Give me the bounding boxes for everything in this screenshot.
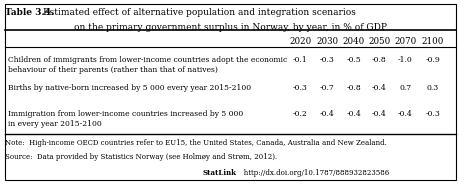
Text: http://dx.doi.org/10.1787/888932823586: http://dx.doi.org/10.1787/888932823586 bbox=[237, 169, 389, 177]
Text: -0.4: -0.4 bbox=[371, 84, 386, 92]
Text: 0.7: 0.7 bbox=[398, 84, 410, 92]
Text: -0.4: -0.4 bbox=[346, 110, 360, 118]
Text: -0.4: -0.4 bbox=[397, 110, 412, 118]
Text: Note:  High-income OECD countries refer to EU15, the United States, Canada, Aust: Note: High-income OECD countries refer t… bbox=[5, 139, 387, 148]
Text: Source:  Data provided by Statistics Norway (see Holmøy and Strøm, 2012).: Source: Data provided by Statistics Norw… bbox=[5, 153, 277, 161]
Text: -0.3: -0.3 bbox=[319, 56, 334, 64]
Text: Estimated effect of alternative population and integration scenarios: Estimated effect of alternative populati… bbox=[43, 8, 355, 17]
Text: -0.8: -0.8 bbox=[346, 84, 360, 92]
Text: 2100: 2100 bbox=[421, 37, 443, 46]
Text: -0.3: -0.3 bbox=[292, 84, 307, 92]
Text: -0.9: -0.9 bbox=[425, 56, 439, 64]
Text: Births by native-born increased by 5 000 every year 2015-2100: Births by native-born increased by 5 000… bbox=[8, 84, 250, 92]
Text: Children of immigrants from lower-income countries adopt the economic
behaviour : Children of immigrants from lower-income… bbox=[8, 56, 286, 75]
Text: -0.5: -0.5 bbox=[346, 56, 360, 64]
Text: 2050: 2050 bbox=[367, 37, 390, 46]
Text: Immigration from lower-income countries increased by 5 000
in every year 2015-21: Immigration from lower-income countries … bbox=[8, 110, 242, 128]
Text: Table 3.4.: Table 3.4. bbox=[5, 8, 54, 17]
Text: on the primary government surplus in Norway, by year, in % of GDP: on the primary government surplus in Nor… bbox=[74, 23, 386, 32]
Text: -0.7: -0.7 bbox=[319, 84, 334, 92]
Text: StatLink: StatLink bbox=[203, 169, 237, 177]
Text: -0.3: -0.3 bbox=[425, 110, 439, 118]
Text: -0.4: -0.4 bbox=[371, 110, 386, 118]
Text: -0.2: -0.2 bbox=[292, 110, 307, 118]
Text: 2030: 2030 bbox=[316, 37, 337, 46]
Text: 0.3: 0.3 bbox=[426, 84, 438, 92]
Text: -1.0: -1.0 bbox=[397, 56, 412, 64]
Text: -0.4: -0.4 bbox=[319, 110, 334, 118]
Text: -0.1: -0.1 bbox=[292, 56, 307, 64]
Text: 2070: 2070 bbox=[393, 37, 416, 46]
Text: 2020: 2020 bbox=[289, 37, 311, 46]
Text: 2040: 2040 bbox=[342, 37, 364, 46]
Text: -0.8: -0.8 bbox=[371, 56, 386, 64]
